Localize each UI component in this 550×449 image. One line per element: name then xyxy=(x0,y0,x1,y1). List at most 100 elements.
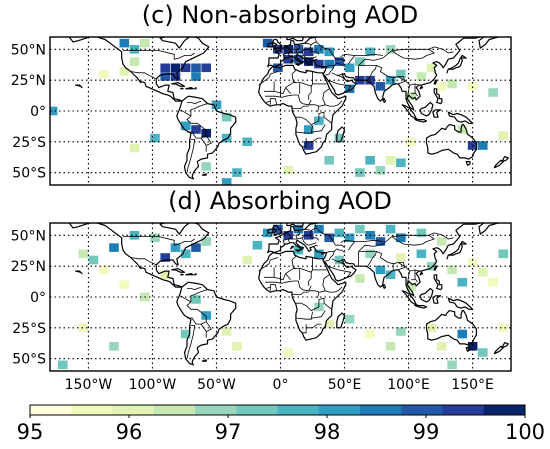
country-border xyxy=(310,311,313,320)
coastline xyxy=(272,224,283,236)
coastline xyxy=(250,28,263,33)
anomaly-cell xyxy=(129,45,140,54)
anomaly-cell xyxy=(406,282,416,292)
anomaly-cell xyxy=(180,121,191,131)
coastline xyxy=(180,273,184,276)
lat-tick-label: 25°N xyxy=(11,259,46,275)
anomaly-cell xyxy=(344,314,355,324)
colorbar-tick-label: 97 xyxy=(214,420,242,444)
country-border xyxy=(340,53,356,65)
country-border xyxy=(308,99,312,105)
country-border xyxy=(376,251,406,271)
anomaly-cell xyxy=(396,253,406,262)
country-border xyxy=(310,125,313,134)
anomaly-cell xyxy=(211,100,222,110)
country-border xyxy=(305,137,322,143)
colorbar-segment xyxy=(30,405,72,415)
coastline xyxy=(414,303,428,309)
anomaly-cell xyxy=(334,228,345,238)
anomaly-cell xyxy=(344,233,355,243)
anomaly-cell xyxy=(365,231,375,240)
country-border xyxy=(295,230,301,240)
country-border xyxy=(406,85,411,99)
coastline xyxy=(401,104,417,119)
colorbar-segment xyxy=(401,405,443,415)
lat-tick-label: 50°S xyxy=(12,166,46,182)
anomaly-cell xyxy=(406,137,416,147)
country-border xyxy=(314,224,317,229)
anomaly-cell xyxy=(88,255,99,265)
anomaly-cell xyxy=(426,261,437,271)
coastline xyxy=(432,109,442,118)
anomaly-cell xyxy=(314,45,324,54)
anomaly-cell xyxy=(385,45,396,54)
coastline xyxy=(419,287,434,303)
coastline xyxy=(401,290,417,305)
anomaly-cell xyxy=(375,165,386,175)
country-border xyxy=(414,269,418,283)
coastline xyxy=(267,228,274,234)
anomaly-cell xyxy=(416,228,427,238)
anomaly-cell xyxy=(324,319,334,329)
country-border xyxy=(376,65,406,85)
country-border xyxy=(326,248,338,253)
lon-tick-label: 50°W xyxy=(197,377,236,393)
colorbar-segment xyxy=(153,405,196,415)
anomaly-cell xyxy=(160,63,170,73)
country-border xyxy=(406,271,411,285)
anomaly-cell xyxy=(478,141,488,150)
anomaly-cell xyxy=(303,141,314,150)
lon-ticks: 150°W 100°W 50°W 0° 50°E 100°E 150°E xyxy=(65,377,494,393)
anomaly-cell xyxy=(467,342,478,351)
anomaly-cell xyxy=(99,265,109,275)
anomaly-cell xyxy=(334,57,345,66)
coastline xyxy=(185,87,194,90)
panel-d-anomaly-cells xyxy=(58,224,509,370)
coastline xyxy=(414,117,428,123)
country-border xyxy=(287,238,290,243)
country-border xyxy=(313,58,318,61)
anomaly-cell xyxy=(201,237,211,246)
coastline xyxy=(295,63,301,66)
coastline xyxy=(493,159,504,169)
country-border xyxy=(308,71,313,100)
coastline xyxy=(433,265,438,271)
anomaly-cell xyxy=(273,45,283,54)
anomaly-cell xyxy=(447,360,457,370)
coastline xyxy=(201,173,207,176)
coastline xyxy=(447,111,474,124)
country-border xyxy=(354,53,383,56)
anomaly-cell xyxy=(447,79,457,89)
country-border xyxy=(414,83,418,97)
anomaly-cell xyxy=(396,158,406,168)
anomaly-cell xyxy=(365,75,375,85)
anomaly-cell xyxy=(293,245,304,255)
anomaly-cell xyxy=(355,274,365,283)
country-border xyxy=(295,111,332,125)
country-border xyxy=(130,257,157,266)
panel-d-frame xyxy=(49,222,512,372)
anomaly-cell xyxy=(334,133,345,143)
coastline xyxy=(419,101,434,117)
anomaly-cell xyxy=(324,59,334,69)
colorbar-tick-label: 100 xyxy=(504,420,546,444)
country-border xyxy=(358,50,393,66)
country-border xyxy=(311,41,333,54)
anomaly-cell xyxy=(314,116,324,126)
coastline xyxy=(75,270,83,275)
anomaly-cell xyxy=(314,224,324,234)
coastline xyxy=(419,85,424,90)
anomaly-cell xyxy=(273,224,283,234)
anomaly-cell xyxy=(344,84,355,94)
country-border xyxy=(354,239,383,242)
country-border xyxy=(358,65,377,81)
anomaly-cell xyxy=(180,63,191,73)
anomaly-cell xyxy=(488,277,498,287)
anomaly-cell xyxy=(242,255,252,265)
panel-c-frame xyxy=(49,36,512,186)
coastline xyxy=(336,126,346,143)
anomaly-cell xyxy=(150,233,160,243)
coastline xyxy=(433,274,443,291)
anomaly-cell xyxy=(365,156,375,165)
country-border xyxy=(295,310,326,320)
